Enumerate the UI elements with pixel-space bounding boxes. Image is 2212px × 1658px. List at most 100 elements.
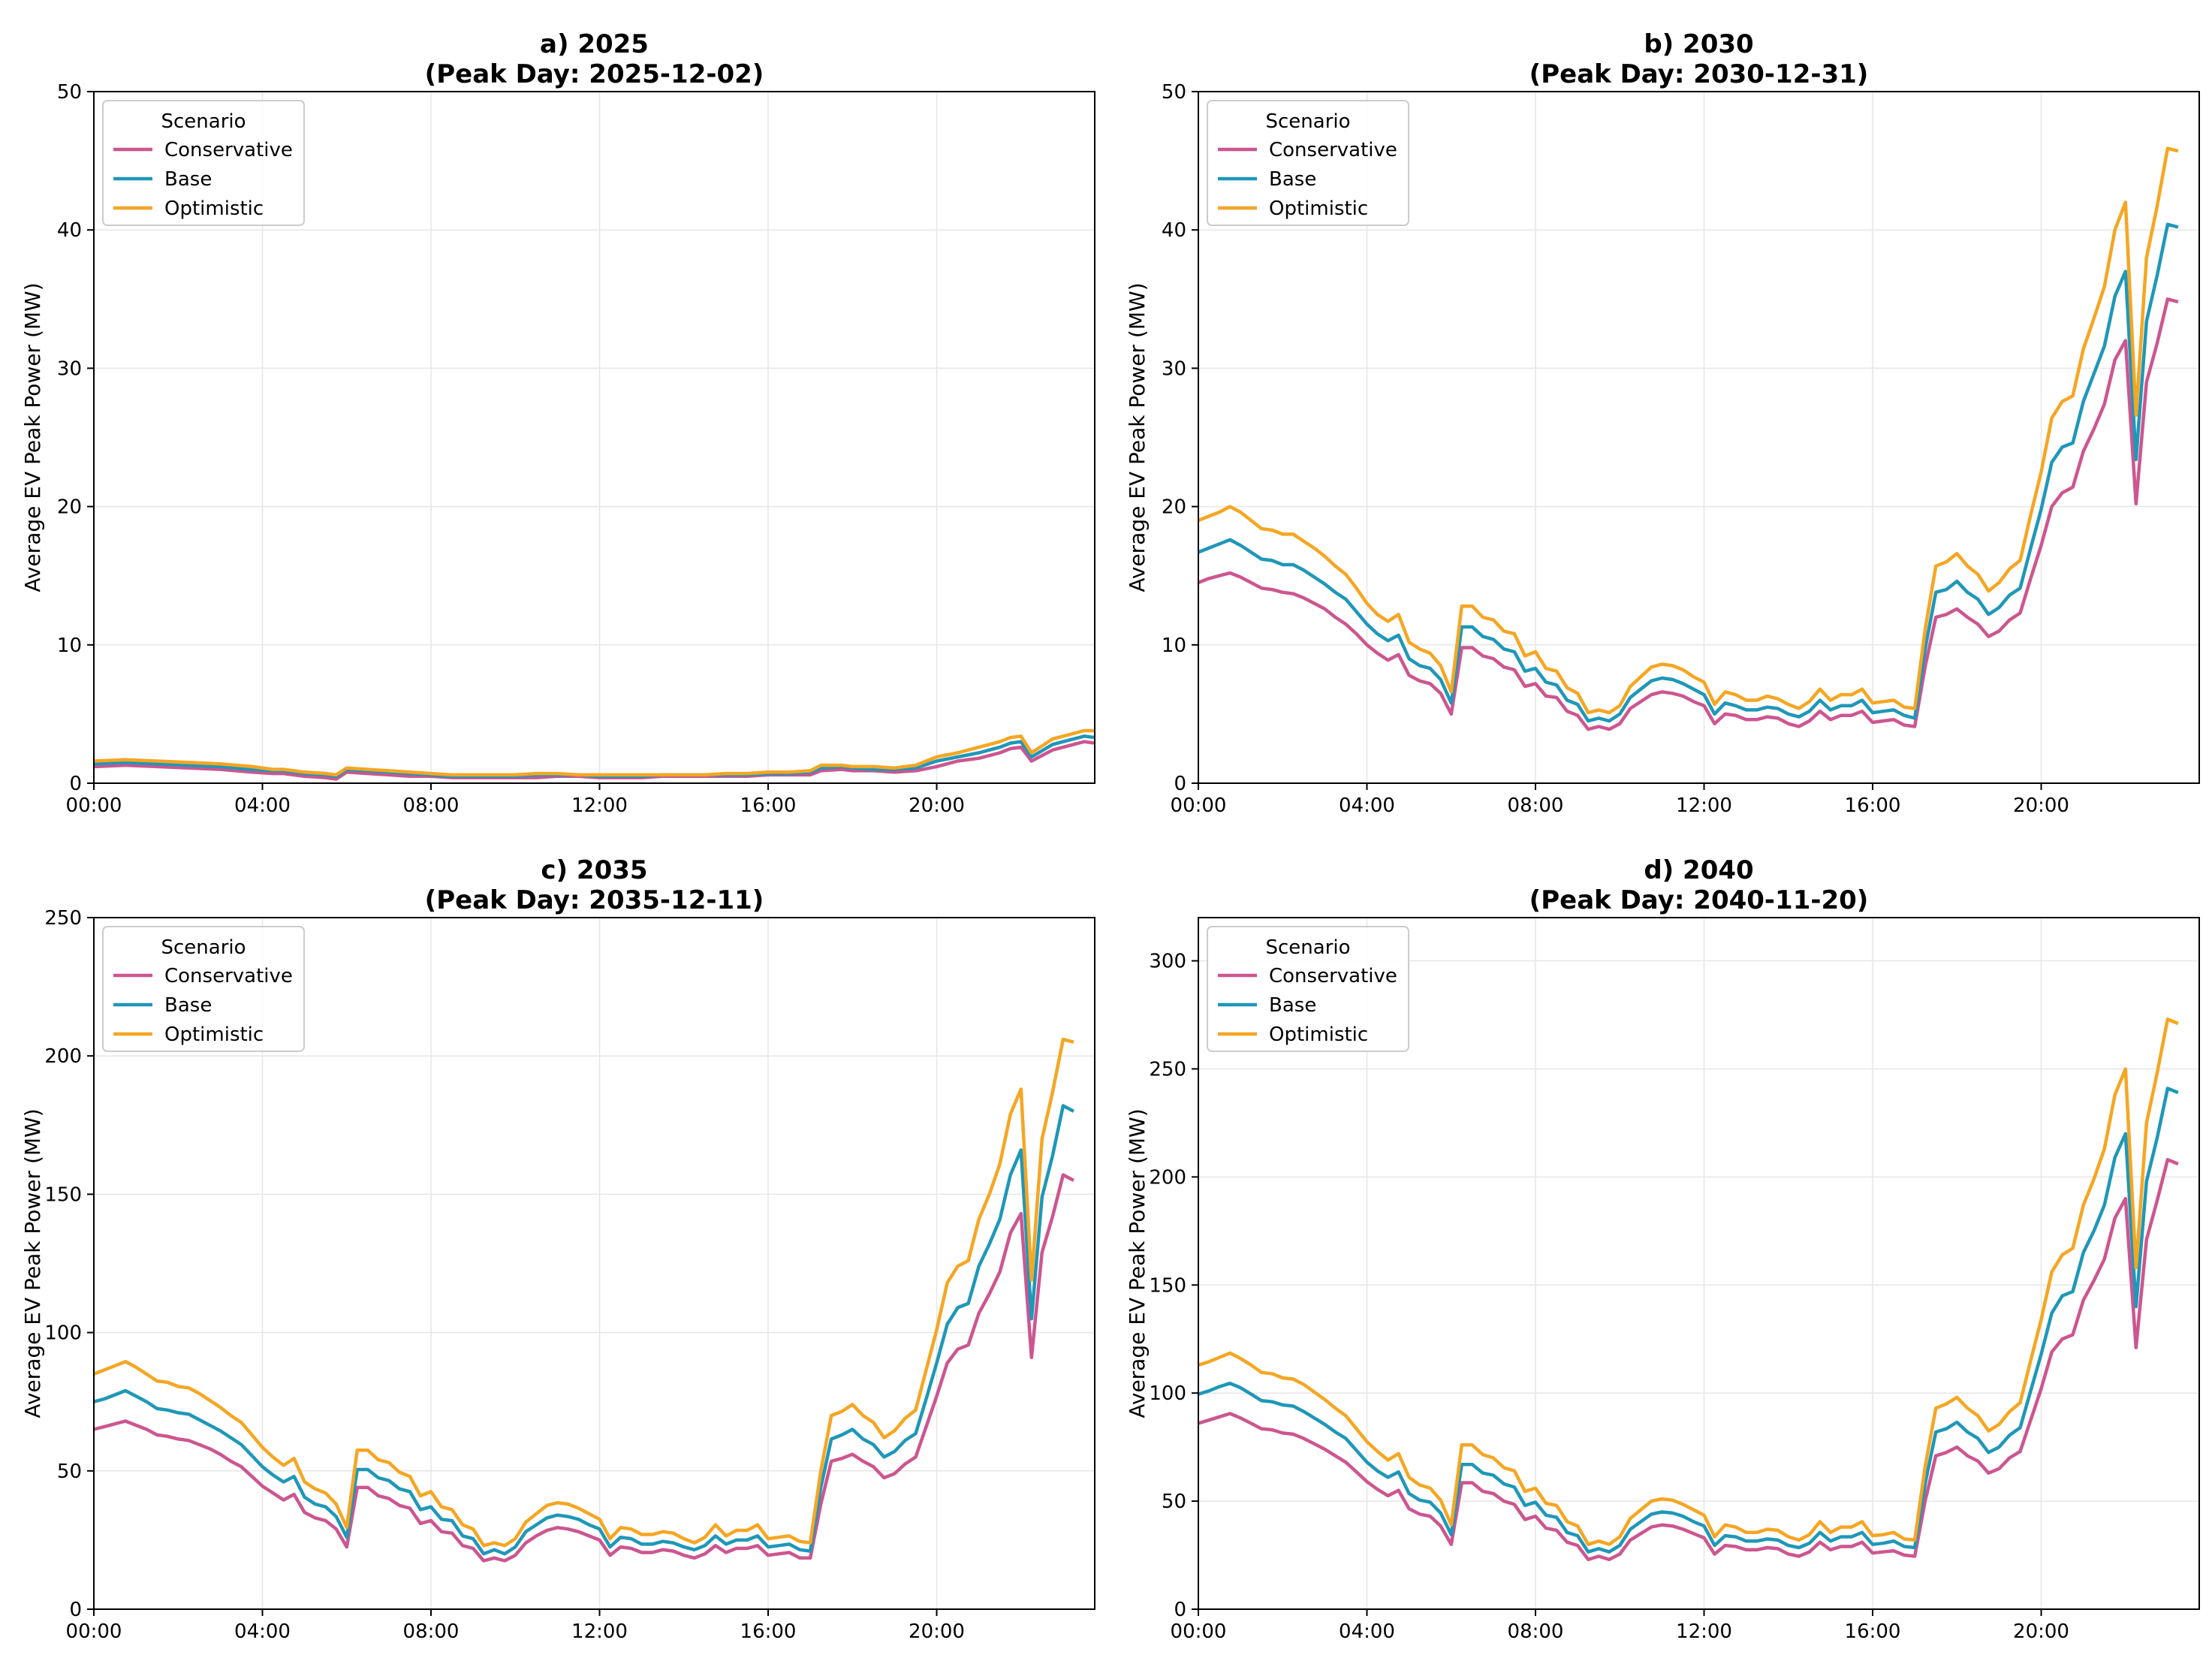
panel-title: c) 2035 <box>541 855 647 885</box>
x-tick-label: 16:00 <box>1845 794 1901 817</box>
x-tick-label: 04:00 <box>1339 794 1395 817</box>
y-tick-label: 150 <box>1149 1274 1186 1297</box>
y-tick-label: 50 <box>1162 81 1186 104</box>
legend-label-conservative: Conservative <box>164 139 293 161</box>
legend-label-optimistic: Optimistic <box>1269 197 1368 220</box>
y-tick-label: 40 <box>1162 219 1186 242</box>
series-line-conservative <box>1198 297 2179 731</box>
y-tick-label: 100 <box>44 1322 82 1345</box>
y-axis-label: Average EV Peak Power (MW) <box>1125 282 1150 592</box>
x-tick-label: 00:00 <box>1171 1620 1227 1643</box>
x-tick-label: 00:00 <box>66 1620 122 1643</box>
legend-label-optimistic: Optimistic <box>164 1023 264 1046</box>
legend-title: Scenario <box>161 936 246 959</box>
legend-label-base: Base <box>1269 994 1316 1017</box>
x-tick-label: 04:00 <box>1339 1620 1395 1643</box>
legend-label-base: Base <box>164 168 212 191</box>
x-tick-label: 20:00 <box>2013 794 2069 817</box>
x-tick-label: 16:00 <box>740 794 797 817</box>
plot-frame <box>1198 91 2200 784</box>
x-tick-label: 04:00 <box>234 794 291 817</box>
y-tick-label: 250 <box>44 907 82 930</box>
y-axis-label: Average EV Peak Power (MW) <box>20 282 45 592</box>
plot-frame <box>93 917 1095 1610</box>
panel-title: d) 2040 <box>1644 855 1753 885</box>
y-tick-label: 30 <box>57 357 82 380</box>
x-tick-label: 08:00 <box>1508 794 1564 817</box>
y-tick-label: 0 <box>1174 773 1186 795</box>
legend-label-base: Base <box>1269 168 1316 191</box>
chart-panel-1: 00:00 04:00 08:00 12:00 16:00 20:00 0 10 20 30 40 5… <box>20 29 1095 817</box>
y-tick-label: 20 <box>1162 496 1186 519</box>
y-tick-label: 200 <box>44 1045 82 1068</box>
y-tick-label: 50 <box>1162 1491 1186 1513</box>
legend: Scenario Conservative Base Optimistic <box>102 100 305 226</box>
y-tick-label: 30 <box>1162 357 1186 380</box>
y-tick-label: 20 <box>57 496 82 519</box>
panel-title: b) 2030 <box>1644 29 1753 59</box>
y-tick-label: 0 <box>69 1599 82 1621</box>
y-tick-label: 150 <box>44 1183 82 1206</box>
legend-box <box>102 926 305 1052</box>
x-tick-label: 12:00 <box>1676 794 1732 817</box>
y-tick-label: 50 <box>57 1461 82 1483</box>
series-line-optimistic <box>1198 1017 2179 1546</box>
x-tick-label: 16:00 <box>740 1620 797 1643</box>
legend-label-optimistic: Optimistic <box>164 197 264 220</box>
x-tick-label: 12:00 <box>571 1620 628 1643</box>
x-tick-label: 12:00 <box>571 794 628 817</box>
legend-label-conservative: Conservative <box>164 965 293 987</box>
series-line-optimistic <box>1198 146 2179 715</box>
series-line-base <box>1198 1087 2179 1554</box>
y-tick-label: 0 <box>69 773 82 795</box>
series-line-base <box>1198 222 2179 723</box>
x-tick-label: 04:00 <box>234 1620 291 1643</box>
y-tick-label: 300 <box>1149 951 1186 973</box>
y-axis-label: Average EV Peak Power (MW) <box>1125 1108 1150 1418</box>
x-tick-label: 00:00 <box>66 794 122 817</box>
plot-frame <box>93 91 1095 784</box>
legend-label-optimistic: Optimistic <box>1269 1023 1368 1046</box>
y-tick-label: 0 <box>1174 1599 1186 1621</box>
panel-subtitle: (Peak Day: 2040-11-20) <box>1529 885 1869 915</box>
legend-label-conservative: Conservative <box>1269 965 1397 987</box>
plot-frame <box>1198 917 2200 1610</box>
legend-box <box>1207 926 1409 1052</box>
x-tick-label: 20:00 <box>909 794 965 817</box>
y-axis-label: Average EV Peak Power (MW) <box>20 1108 45 1418</box>
series-line-base <box>93 1104 1074 1556</box>
chart-panel-4: 00:00 04:00 08:00 12:00 16:00 20:00 0 50 100 150 2… <box>1125 855 2200 1643</box>
y-tick-label: 40 <box>57 219 82 242</box>
y-tick-label: 10 <box>1162 635 1186 657</box>
panel-subtitle: (Peak Day: 2035-12-11) <box>425 885 764 915</box>
legend: Scenario Conservative Base Optimistic <box>1207 926 1409 1052</box>
x-tick-label: 20:00 <box>2013 1620 2069 1643</box>
x-tick-label: 20:00 <box>909 1620 965 1643</box>
y-tick-label: 50 <box>57 81 82 104</box>
x-tick-label: 12:00 <box>1676 1620 1732 1643</box>
y-tick-label: 250 <box>1149 1058 1186 1081</box>
panel-title: a) 2025 <box>540 29 649 59</box>
y-tick-label: 200 <box>1149 1166 1186 1189</box>
legend: Scenario Conservative Base Optimistic <box>102 926 305 1052</box>
y-tick-label: 100 <box>1149 1382 1186 1405</box>
x-tick-label: 08:00 <box>403 1620 460 1643</box>
legend-box <box>102 100 305 226</box>
series-line-optimistic <box>93 728 1095 777</box>
legend-title: Scenario <box>161 110 246 133</box>
x-tick-label: 08:00 <box>1508 1620 1564 1643</box>
chart-panel-3: 00:00 04:00 08:00 12:00 16:00 20:00 0 50 100 150 2… <box>20 855 1095 1643</box>
panel-subtitle: (Peak Day: 2030-12-31) <box>1529 59 1869 89</box>
legend-title: Scenario <box>1265 936 1350 959</box>
series-line-conservative <box>93 1173 1074 1563</box>
series-line-optimistic <box>93 1037 1074 1548</box>
legend-label-base: Base <box>164 994 212 1017</box>
x-tick-label: 08:00 <box>403 794 460 817</box>
legend-box <box>1207 100 1409 226</box>
panel-subtitle: (Peak Day: 2025-12-02) <box>425 59 764 89</box>
legend: Scenario Conservative Base Optimistic <box>1207 100 1409 226</box>
legend-title: Scenario <box>1265 110 1350 133</box>
chart-panel-2: 00:00 04:00 08:00 12:00 16:00 20:00 0 10 20 30 40 5… <box>1125 29 2200 817</box>
x-tick-label: 00:00 <box>1171 794 1227 817</box>
